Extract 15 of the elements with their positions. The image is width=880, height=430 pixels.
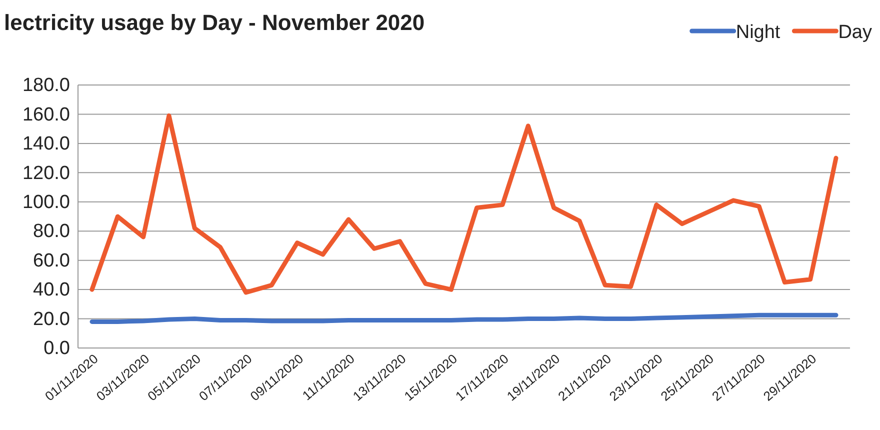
legend-label: Night bbox=[736, 22, 781, 43]
legend-label: Day bbox=[838, 22, 872, 43]
line-series bbox=[90, 113, 838, 295]
y-tick-label: 180.0 bbox=[22, 75, 70, 96]
chart-title: lectricity usage by Day - November 2020 bbox=[4, 10, 425, 35]
y-tick-label: 100.0 bbox=[22, 192, 70, 213]
line-series bbox=[90, 312, 838, 324]
y-tick-label: 120.0 bbox=[22, 162, 70, 184]
y-tick-label: 0.0 bbox=[44, 338, 70, 360]
y-tick-label: 140.0 bbox=[22, 134, 70, 155]
y-tick-label: 160.0 bbox=[22, 104, 70, 126]
y-tick-label: 40.0 bbox=[33, 280, 70, 301]
y-tick-label: 80.0 bbox=[33, 221, 70, 242]
y-tick-label: 20.0 bbox=[33, 308, 70, 330]
y-tick-label: 60.0 bbox=[33, 250, 70, 272]
